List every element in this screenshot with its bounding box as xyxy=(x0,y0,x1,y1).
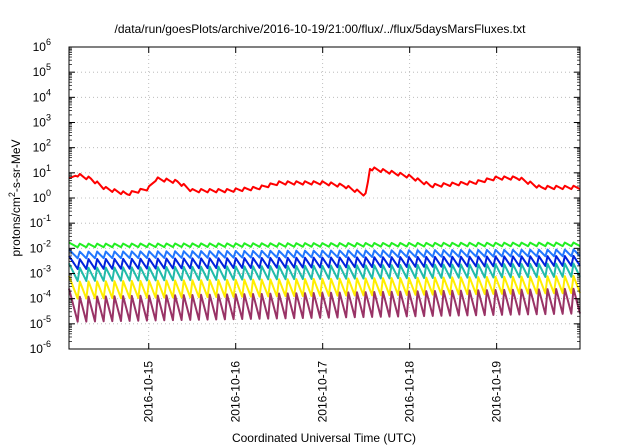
x-tick-label: 2016-10-18 xyxy=(403,361,417,423)
x-tick-label: 2016-10-15 xyxy=(142,361,156,423)
series-line xyxy=(68,262,581,282)
series-line xyxy=(68,166,581,197)
y-tick-label: 10-1 xyxy=(30,213,51,230)
y-tick-label: 105 xyxy=(33,62,51,79)
series-line xyxy=(68,248,581,260)
y-axis-label: protons/cm2-s-sr-MeV xyxy=(7,139,23,256)
series-line xyxy=(68,254,581,271)
y-tick-label: 106 xyxy=(33,37,51,54)
ticks: 10-6 10-5 10-4 10-3 10-2 10-1 100 101 102 103 104 1… xyxy=(30,37,580,422)
x-axis-label: Coordinated Universal Time (UTC) xyxy=(232,431,416,445)
y-tick-label: 103 xyxy=(33,113,51,130)
y-tick-label: 10-2 xyxy=(30,238,51,255)
y-tick-label: 10-3 xyxy=(30,264,51,281)
x-tick-label: 2016-10-17 xyxy=(316,361,330,423)
y-tick-label: 101 xyxy=(33,163,51,180)
x-tick-label: 2016-10-19 xyxy=(490,361,504,423)
y-tick-label: 10-4 xyxy=(30,289,51,306)
y-tick-label: 104 xyxy=(33,87,51,104)
series-group xyxy=(68,166,581,323)
y-tick-label: 10-5 xyxy=(30,314,51,331)
x-tick-label: 2016-10-16 xyxy=(229,361,243,423)
series-line xyxy=(68,275,581,300)
series-line xyxy=(68,287,581,323)
y-tick-label: 10-6 xyxy=(30,339,51,356)
series-line xyxy=(68,241,581,249)
chart-title: /data/run/goesPlots/archive/2016-10-19/2… xyxy=(115,22,527,36)
y-tick-label: 100 xyxy=(33,188,51,205)
y-tick-label: 102 xyxy=(33,138,51,155)
